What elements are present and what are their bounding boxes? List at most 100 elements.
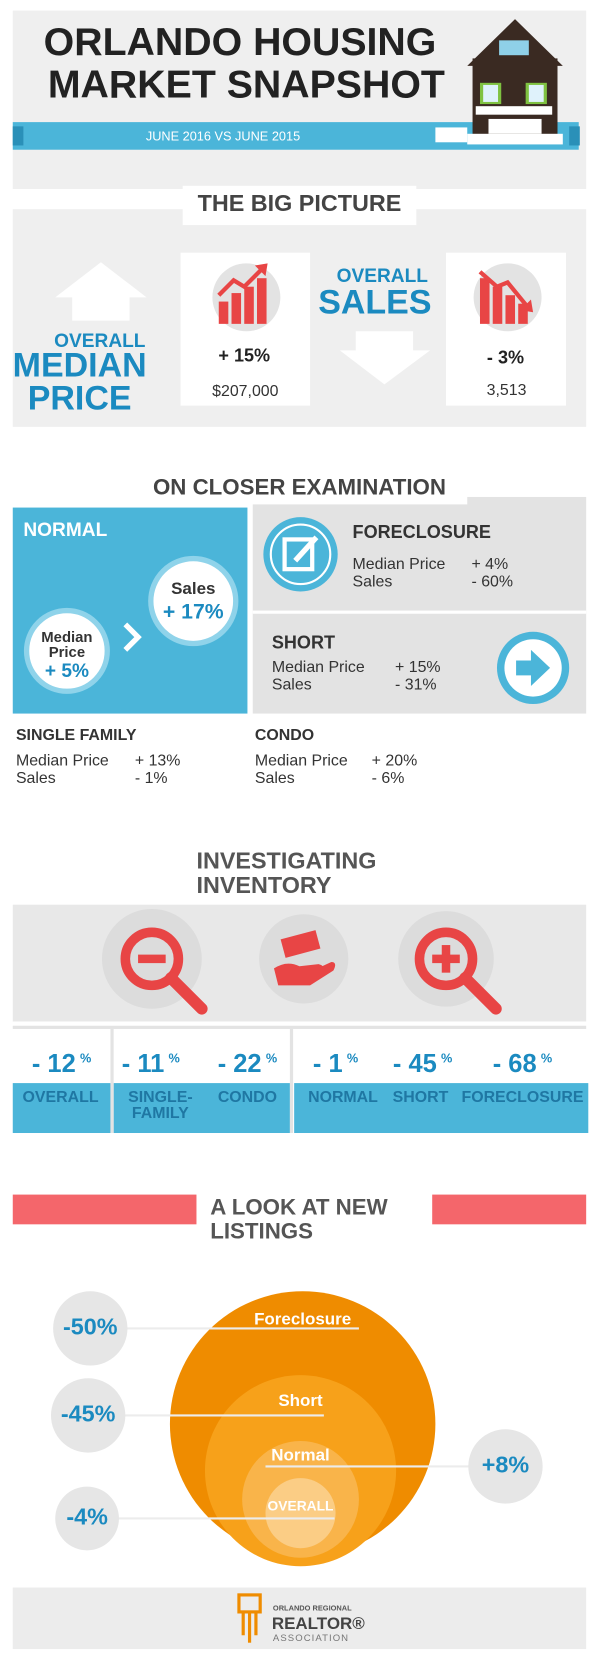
label: MEDIAN xyxy=(13,346,147,384)
section-heading: INVENTORY xyxy=(196,872,331,898)
edit-icon-page xyxy=(282,537,315,572)
edit-icon-pen xyxy=(293,535,319,563)
logo-text: REALTOR® xyxy=(272,1614,365,1633)
magnifier-handle xyxy=(459,972,502,1015)
label: SALES xyxy=(318,284,431,322)
unit: % xyxy=(169,1051,180,1066)
stat-value: $207,000 xyxy=(212,383,278,400)
inventory-value: - 22% xyxy=(218,1050,277,1078)
money-bill xyxy=(280,930,321,958)
change-pill xyxy=(53,1291,128,1366)
section-heading: ON CLOSER EXAMINATION xyxy=(153,474,446,499)
unit: % xyxy=(441,1051,452,1066)
inventory-label: NORMAL xyxy=(308,1089,378,1106)
minus-magnifier xyxy=(120,927,184,991)
row-value: - 31% xyxy=(395,677,437,694)
magnifier-handle xyxy=(165,972,208,1015)
label: Sales xyxy=(171,579,215,598)
subtitle: JUNE 2016 VS JUNE 2015 xyxy=(146,128,300,143)
listing-label: Foreclosure xyxy=(254,1309,351,1328)
minus-sign xyxy=(138,954,166,964)
row-label: Median Price xyxy=(272,659,365,676)
stat-band xyxy=(113,1083,290,1134)
hand xyxy=(273,962,336,986)
group-title: CONDO xyxy=(255,727,314,744)
edit-icon-ring xyxy=(269,523,332,586)
inventory-value: - 68% xyxy=(493,1050,552,1078)
label: OVERALL xyxy=(337,266,429,287)
inventory-value: - 1% xyxy=(313,1050,358,1078)
logo-text: ORLANDO REGIONAL xyxy=(273,1604,352,1613)
label: Price xyxy=(49,645,85,661)
label: PRICE xyxy=(28,379,132,417)
section-heading: LISTINGS xyxy=(210,1219,313,1244)
inventory-label: FORECLOSURE xyxy=(461,1089,583,1106)
plus-sign xyxy=(441,945,451,973)
logo-icon xyxy=(237,1593,262,1643)
inventory-value: - 45% xyxy=(393,1050,452,1078)
accent-bar xyxy=(432,1194,587,1225)
row-value: + 20% xyxy=(372,753,418,770)
value: - 68 xyxy=(493,1050,537,1078)
listing-change: -45% xyxy=(61,1401,116,1427)
row-value: + 15% xyxy=(395,659,441,676)
inventory-label: OVERALL xyxy=(23,1089,99,1106)
house-icon xyxy=(435,19,563,145)
row-label: Sales xyxy=(353,574,393,591)
listing-stats: Foreclosure -50% Short -45% Normal +8% OVERALL… xyxy=(50,1291,543,1551)
row-value: - 6% xyxy=(372,770,405,787)
section-heading: THE BIG PICTURE xyxy=(198,190,402,216)
sales-circle xyxy=(148,555,239,647)
row-value: - 60% xyxy=(471,574,513,591)
value: - 12 xyxy=(32,1050,76,1078)
stat-groups: FORECLOSURE Median Price + 4% Sales - 60% SHO… xyxy=(16,522,513,787)
divider xyxy=(252,610,587,614)
listing-change: +8% xyxy=(482,1452,530,1478)
listing-change: -4% xyxy=(66,1504,108,1530)
circle-overall xyxy=(265,1478,336,1549)
label: OVERALL xyxy=(54,331,146,352)
panel-title: NORMAL xyxy=(23,520,107,541)
icon-circle xyxy=(259,914,349,1004)
row-label: Median Price xyxy=(255,753,348,770)
listing-label: OVERALL xyxy=(268,1498,334,1513)
change: + 5% xyxy=(45,661,89,682)
unit: % xyxy=(80,1051,91,1066)
footer-panel xyxy=(12,1587,587,1650)
row-label: Median Price xyxy=(16,753,109,770)
inventory-label: CONDO xyxy=(218,1089,277,1106)
inventory-label: FAMILY xyxy=(132,1105,189,1122)
divider xyxy=(289,1028,294,1134)
inventory-value: - 11% xyxy=(122,1050,180,1078)
accent-bar xyxy=(12,1194,197,1225)
divider xyxy=(110,1028,114,1134)
value: - 1 xyxy=(313,1050,343,1078)
up-chart-icon xyxy=(217,263,268,324)
inventory-label: SINGLE- xyxy=(128,1089,193,1106)
row-label: Sales xyxy=(255,770,295,787)
unit: % xyxy=(347,1051,358,1066)
inventory-label: SHORT xyxy=(393,1089,449,1106)
row-value: + 13% xyxy=(135,753,181,770)
stat-change: - 3% xyxy=(487,348,524,368)
up-arrow xyxy=(55,262,147,321)
row-label: Sales xyxy=(272,677,312,694)
chevron xyxy=(123,622,142,652)
group-title: FORECLOSURE xyxy=(353,522,491,542)
listing-label: Normal xyxy=(271,1445,329,1464)
change-pill xyxy=(468,1429,543,1504)
down-chart-icon xyxy=(478,270,534,324)
divider xyxy=(12,1025,587,1029)
ribbon-end xyxy=(12,126,24,146)
listing-change: -50% xyxy=(63,1314,118,1340)
heading-box xyxy=(182,185,417,226)
inventory-value: - 12% xyxy=(32,1050,91,1078)
row-value: + 4% xyxy=(471,556,508,573)
unit: % xyxy=(541,1051,552,1066)
heading-box xyxy=(132,472,468,505)
title-line: ORLANDO HOUSING xyxy=(44,20,437,64)
row-value: - 1% xyxy=(135,770,168,787)
ribbon-end xyxy=(569,126,580,146)
unit: % xyxy=(266,1051,277,1066)
